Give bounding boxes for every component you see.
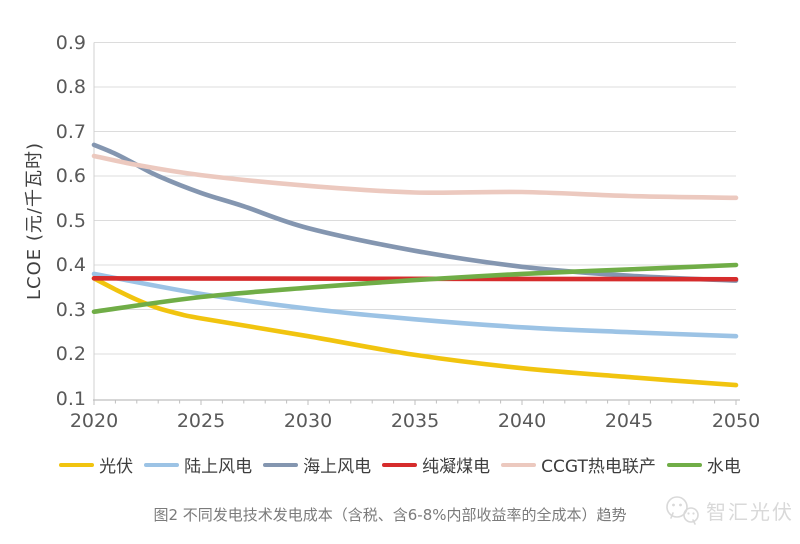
- legend-item-纯凝煤电: 纯凝煤电: [382, 452, 490, 477]
- series-line-水电: [91, 262, 739, 315]
- legend-swatch-icon: [501, 462, 537, 467]
- legend-label: 光伏: [99, 457, 134, 477]
- series-line-海上风电: [91, 142, 739, 283]
- series-line-光伏: [91, 276, 739, 388]
- legend-swatch-icon: [666, 462, 702, 467]
- legend-swatch-icon: [144, 462, 180, 467]
- x-axis-tick-label: 2020: [69, 410, 119, 432]
- x-axis-tick-label: 2035: [390, 410, 440, 432]
- x-axis-tick-label: 2050: [711, 410, 761, 432]
- legend-label: 纯凝煤电: [422, 457, 491, 477]
- y-axis-tick-label: 0.3: [55, 298, 86, 321]
- legend-item-陆上风电: 陆上风电: [144, 452, 252, 477]
- y-axis-tick-label: 0.4: [55, 254, 86, 276]
- watermark: 智汇光伏: [662, 494, 794, 526]
- x-axis-tick-label: 2030: [283, 410, 333, 432]
- chart-legend: 光伏 陆上风电 海上风电 纯凝煤电 CCGT热电联产 水电: [0, 452, 800, 477]
- legend-item-水电: 水电: [666, 452, 741, 477]
- legend-label: 海上风电: [303, 457, 372, 477]
- legend-label: 水电: [706, 457, 741, 477]
- y-axis-tick-label: 0.6: [55, 165, 86, 187]
- legend-item-光伏: 光伏: [59, 452, 133, 477]
- series-line-陆上风电: [91, 271, 739, 339]
- legend-label: 陆上风电: [184, 457, 253, 477]
- x-axis-tick-label: 2025: [176, 410, 226, 432]
- legend-item-CCGT热电联产: CCGT热电联产: [501, 452, 656, 477]
- series-line-CCGT热电联产: [91, 153, 739, 201]
- legend-item-海上风电: 海上风电: [263, 452, 371, 477]
- y-axis-tick-label: 0.7: [55, 120, 86, 143]
- y-axis-tick-label: 0.2: [55, 343, 86, 365]
- legend-swatch-icon: [382, 462, 418, 467]
- y-axis-tick-label: 0.1: [55, 387, 86, 410]
- y-axis-tick-label: 0.9: [55, 31, 86, 54]
- legend-swatch-icon: [59, 462, 95, 467]
- x-axis-tick-label: 2045: [604, 410, 654, 432]
- y-axis-tick-label: 0.5: [55, 209, 86, 232]
- legend-label: CCGT热电联产: [541, 457, 656, 477]
- chart-caption: 图2 不同发电技术发电成本（含税、含6-8%内部收益率的全成本）趋势: [153, 506, 627, 524]
- legend-swatch-icon: [263, 462, 299, 467]
- x-axis-tick-label: 2040: [497, 410, 547, 432]
- y-axis-tick-label: 0.8: [55, 76, 86, 98]
- watermark-logo-icon: [666, 496, 699, 525]
- watermark-text: 智汇光伏: [706, 499, 794, 524]
